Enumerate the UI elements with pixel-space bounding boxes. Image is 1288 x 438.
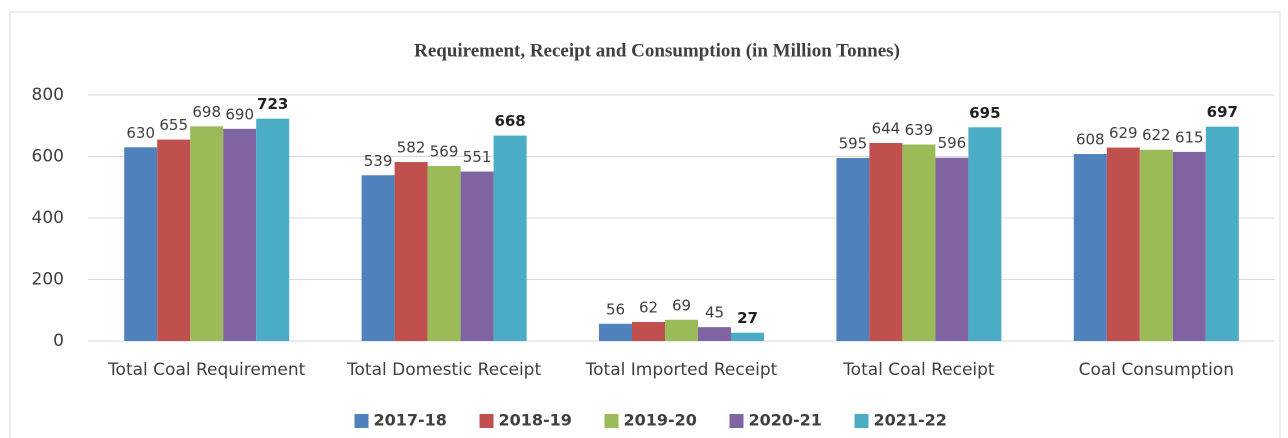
data-label: 569 bbox=[430, 143, 459, 161]
bar bbox=[902, 144, 936, 341]
legend-label: 2020-21 bbox=[749, 411, 822, 430]
bar bbox=[1106, 147, 1140, 341]
data-label: 595 bbox=[839, 135, 868, 153]
data-label: 596 bbox=[938, 134, 967, 152]
bar bbox=[665, 319, 698, 341]
x-tick-label: Total Imported Receipt bbox=[585, 360, 778, 380]
bar bbox=[1139, 149, 1173, 341]
bar bbox=[599, 323, 632, 341]
y-tick-label: 200 bbox=[32, 270, 64, 290]
data-label: 695 bbox=[969, 104, 1000, 122]
data-label: 551 bbox=[463, 148, 492, 166]
bar bbox=[1205, 126, 1239, 341]
data-label: 62 bbox=[639, 298, 658, 316]
x-tick-label: Total Coal Receipt bbox=[842, 360, 995, 380]
bar bbox=[836, 158, 870, 341]
bar bbox=[427, 166, 461, 341]
legend-swatch bbox=[354, 414, 369, 428]
data-label: 698 bbox=[192, 103, 221, 121]
data-label: 69 bbox=[672, 296, 691, 314]
data-label: 639 bbox=[905, 121, 934, 139]
bar bbox=[256, 118, 290, 342]
bar bbox=[223, 128, 257, 341]
legend-swatch bbox=[479, 414, 494, 428]
data-label: 697 bbox=[1207, 103, 1238, 121]
chart-title: Requirement, Receipt and Consumption (in… bbox=[414, 40, 900, 61]
data-label: 615 bbox=[1175, 128, 1204, 146]
bar bbox=[157, 139, 191, 341]
data-label: 56 bbox=[606, 300, 625, 318]
x-tick-label: Total Domestic Receipt bbox=[346, 360, 541, 380]
data-label: 630 bbox=[126, 124, 155, 142]
legend-label: 2018-19 bbox=[499, 411, 572, 430]
x-tick-label: Coal Consumption bbox=[1079, 360, 1234, 380]
bar bbox=[632, 321, 665, 341]
bar bbox=[731, 332, 764, 341]
legend-label: 2021-22 bbox=[874, 411, 947, 430]
data-label: 629 bbox=[1109, 124, 1138, 142]
data-label: 690 bbox=[225, 105, 254, 123]
legend-label: 2017-18 bbox=[374, 411, 447, 430]
data-label: 582 bbox=[397, 139, 426, 157]
chart-border bbox=[9, 11, 1281, 438]
legend-label: 2019-20 bbox=[624, 411, 697, 430]
bar bbox=[460, 171, 494, 341]
bar bbox=[1172, 151, 1206, 341]
bar bbox=[124, 147, 158, 341]
data-label: 723 bbox=[257, 95, 288, 113]
y-tick-label: 600 bbox=[32, 147, 64, 167]
data-label: 644 bbox=[872, 119, 901, 137]
data-label: 655 bbox=[159, 116, 188, 134]
data-label: 539 bbox=[364, 152, 393, 170]
data-label: 45 bbox=[705, 304, 724, 322]
legend-swatch bbox=[729, 414, 744, 428]
bar bbox=[869, 142, 903, 341]
bar bbox=[968, 127, 1002, 341]
bar bbox=[394, 162, 428, 341]
legend-swatch bbox=[604, 414, 619, 428]
data-label: 27 bbox=[737, 309, 758, 327]
legend-swatch bbox=[854, 414, 869, 428]
data-label: 622 bbox=[1142, 126, 1171, 144]
y-tick-label: 800 bbox=[32, 85, 64, 105]
y-tick-label: 0 bbox=[53, 331, 64, 351]
bar bbox=[361, 175, 395, 341]
bar bbox=[1073, 154, 1107, 341]
bar bbox=[190, 126, 224, 342]
bar bbox=[698, 327, 731, 341]
data-label: 608 bbox=[1076, 131, 1105, 149]
bar bbox=[493, 135, 527, 341]
x-tick-label: Total Coal Requirement bbox=[107, 360, 306, 380]
data-label: 668 bbox=[494, 112, 525, 130]
bar bbox=[935, 157, 969, 341]
y-tick-label: 400 bbox=[32, 208, 64, 228]
